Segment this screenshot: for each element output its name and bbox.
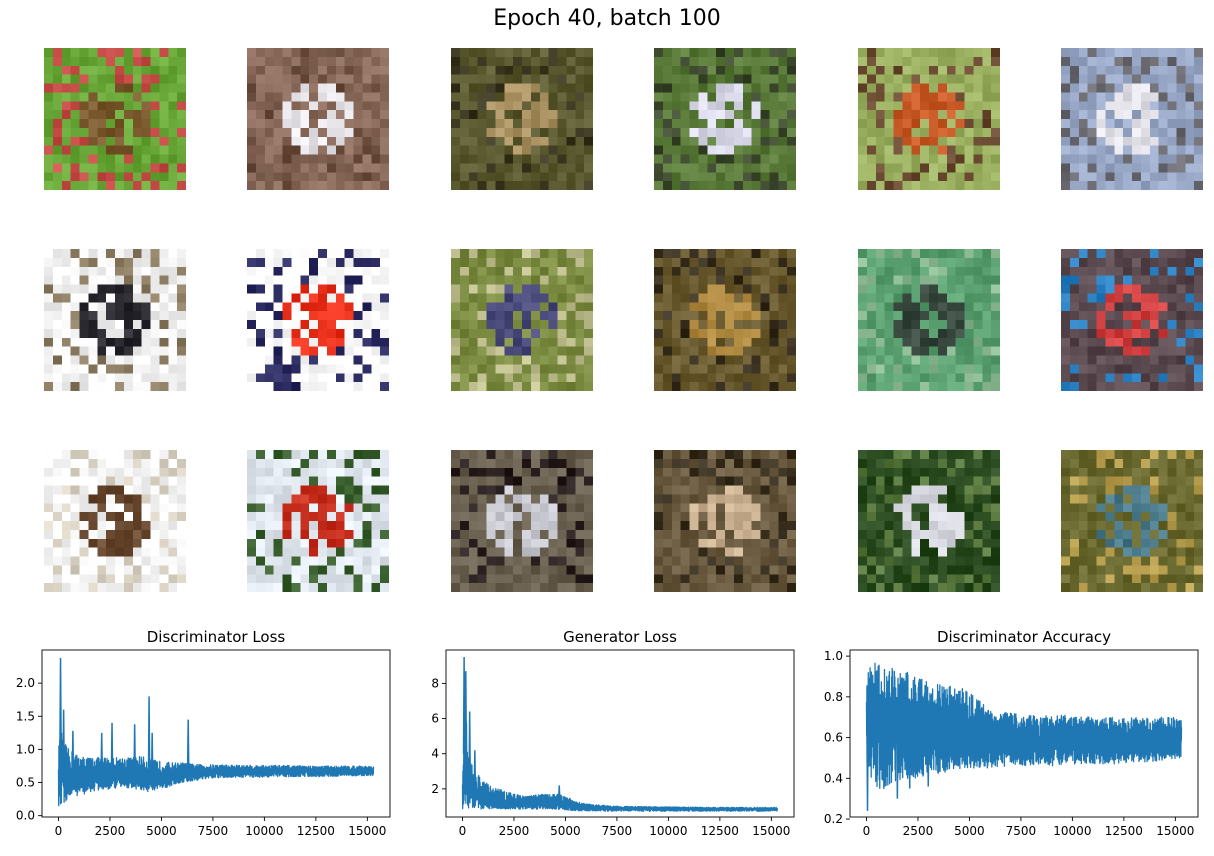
x-tick-label: 15000 bbox=[348, 824, 386, 838]
x-tick-label: 10000 bbox=[1053, 824, 1091, 838]
generated-sample-image bbox=[1061, 249, 1203, 391]
x-tick-label: 12500 bbox=[1105, 824, 1143, 838]
y-tick-label: 0.0 bbox=[16, 809, 35, 823]
x-tick-label: 5000 bbox=[146, 824, 177, 838]
x-tick-label: 7500 bbox=[602, 824, 633, 838]
generated-sample-image bbox=[451, 450, 593, 592]
generated-sample-image bbox=[451, 48, 593, 190]
generated-sample-image bbox=[654, 249, 796, 391]
spike-point bbox=[866, 712, 869, 811]
spike-point bbox=[926, 729, 930, 787]
x-tick-label: 2500 bbox=[95, 824, 126, 838]
spike-point bbox=[147, 696, 151, 779]
generated-sample-image bbox=[44, 48, 186, 190]
x-tick-label: 7500 bbox=[198, 824, 229, 838]
generated-sample-image bbox=[858, 48, 1000, 190]
generated-sample-image bbox=[1061, 48, 1203, 190]
x-tick-label: 10000 bbox=[649, 824, 687, 838]
y-tick-label: 2 bbox=[431, 782, 439, 796]
y-tick-label: 1.0 bbox=[16, 742, 35, 756]
spike-point bbox=[59, 657, 62, 750]
x-tick-label: 15000 bbox=[1156, 824, 1194, 838]
y-tick-label: 1.0 bbox=[824, 649, 843, 663]
chart-title: Generator Loss bbox=[563, 628, 677, 646]
spike-point bbox=[462, 657, 466, 754]
y-tick-label: 0.6 bbox=[824, 731, 843, 745]
spike-point bbox=[557, 785, 561, 802]
x-tick-label: 2500 bbox=[903, 824, 934, 838]
series-line bbox=[57, 657, 375, 807]
spike-point bbox=[71, 730, 75, 779]
y-tick-label: 0.5 bbox=[16, 776, 35, 790]
plot-frame bbox=[849, 649, 1199, 818]
y-tick-label: 6 bbox=[431, 712, 439, 726]
generated-sample-image bbox=[451, 249, 593, 391]
spike-point bbox=[895, 723, 899, 799]
generated-sample-image bbox=[247, 249, 389, 391]
spike-point bbox=[133, 724, 137, 776]
generated-sample-image bbox=[1061, 450, 1203, 592]
y-tick-label: 8 bbox=[431, 676, 439, 690]
x-tick-label: 0 bbox=[459, 824, 467, 838]
x-tick-label: 2500 bbox=[499, 824, 530, 838]
generated-sample-image bbox=[858, 249, 1000, 391]
spike-point bbox=[464, 671, 468, 756]
spike-point bbox=[100, 732, 104, 775]
chart-title: Discriminator Loss bbox=[147, 628, 286, 646]
x-tick-label: 5000 bbox=[550, 824, 581, 838]
x-tick-label: 12500 bbox=[701, 824, 739, 838]
figure-title: Epoch 40, batch 100 bbox=[493, 6, 721, 31]
x-tick-label: 7500 bbox=[1006, 824, 1037, 838]
y-tick-label: 1.5 bbox=[16, 709, 35, 723]
y-tick-label: 0.4 bbox=[824, 771, 843, 785]
y-tick-label: 2.0 bbox=[16, 676, 35, 690]
x-tick-label: 10000 bbox=[245, 824, 283, 838]
generated-sample-image bbox=[654, 48, 796, 190]
generated-sample-image bbox=[247, 48, 389, 190]
y-tick-label: 0.2 bbox=[824, 812, 843, 826]
discriminator-loss-chart: Discriminator Loss 0 2500 5000 7500 10000 1250… bbox=[0, 628, 404, 856]
x-tick-label: 0 bbox=[863, 824, 871, 838]
generator-loss-chart: Generator Loss 0 2500 5000 7500 10000 12500 150… bbox=[404, 628, 808, 856]
x-tick-label: 5000 bbox=[954, 824, 985, 838]
spike-point bbox=[908, 725, 912, 789]
generated-sample-image bbox=[858, 450, 1000, 592]
x-tick-label: 12500 bbox=[297, 824, 335, 838]
plot-frame bbox=[41, 649, 391, 818]
x-tick-label: 15000 bbox=[752, 824, 790, 838]
series-line bbox=[865, 662, 1183, 811]
spike-point bbox=[62, 709, 65, 775]
spike-point bbox=[150, 732, 154, 780]
plot-frame bbox=[445, 649, 795, 818]
spike-point bbox=[473, 750, 477, 794]
series-line bbox=[461, 657, 779, 812]
spike-point bbox=[186, 719, 190, 773]
y-tick-label: 0.8 bbox=[824, 690, 843, 704]
discriminator-accuracy-chart: Discriminator Accuracy 0 2500 5000 7500 10000… bbox=[808, 628, 1212, 856]
spike-point bbox=[110, 722, 114, 775]
y-tick-label: 4 bbox=[431, 747, 439, 761]
spike-point bbox=[468, 711, 472, 788]
x-tick-label: 0 bbox=[55, 824, 63, 838]
generated-sample-image bbox=[247, 450, 389, 592]
chart-title: Discriminator Accuracy bbox=[937, 628, 1111, 646]
generated-sample-image bbox=[44, 450, 186, 592]
generated-sample-image bbox=[654, 450, 796, 592]
generated-sample-image bbox=[44, 249, 186, 391]
